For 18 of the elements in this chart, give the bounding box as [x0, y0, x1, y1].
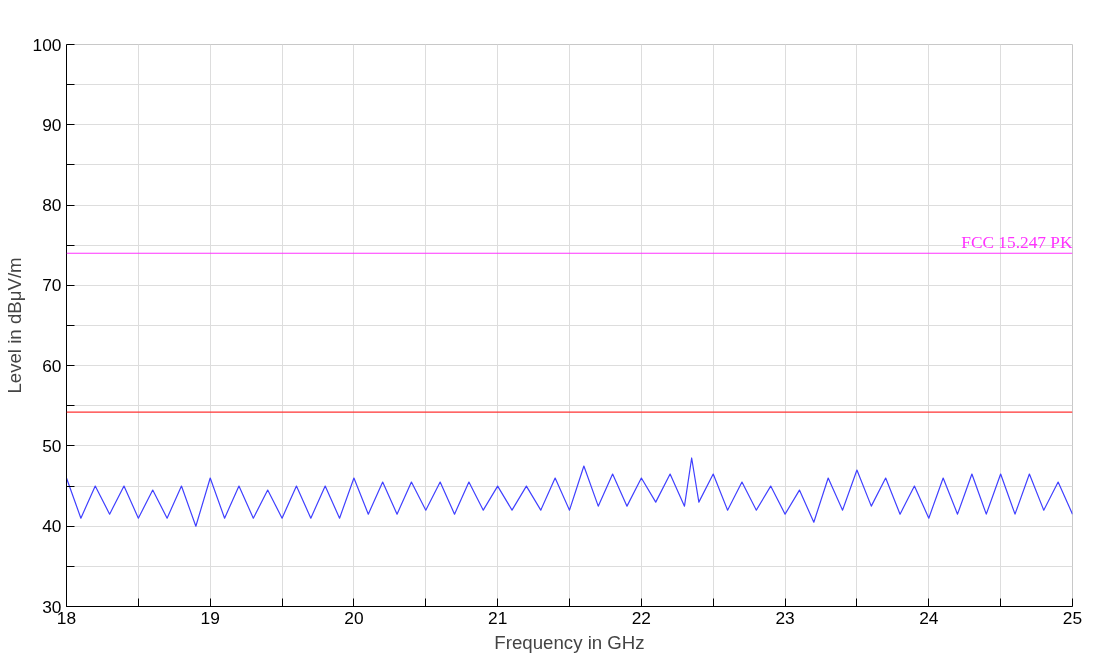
x-tick-label: 20 — [344, 607, 364, 628]
x-tick-label: 24 — [919, 607, 939, 628]
x-axis-title: Frequency in GHz — [494, 631, 645, 653]
x-tick-label: 19 — [200, 607, 220, 628]
line-series — [66, 457, 1073, 527]
y-tick-label: 40 — [42, 516, 62, 537]
y-axis-title: Level in dBμV/m — [3, 257, 25, 394]
y-tick-label: 50 — [42, 435, 62, 456]
y-tick-label: 90 — [42, 114, 62, 135]
ref-line-label: FCC 15.247 PK — [961, 233, 1073, 253]
y-tick-label: 100 — [32, 34, 62, 55]
y-tick-label: 80 — [42, 195, 62, 216]
y-tick-label: 60 — [42, 355, 62, 376]
x-tick-label: 22 — [631, 607, 651, 628]
x-tick-label: 23 — [775, 607, 795, 628]
y-tick-label: 70 — [42, 275, 62, 296]
x-tick-label: 21 — [488, 607, 508, 628]
x-tick-label: 25 — [1062, 607, 1083, 628]
